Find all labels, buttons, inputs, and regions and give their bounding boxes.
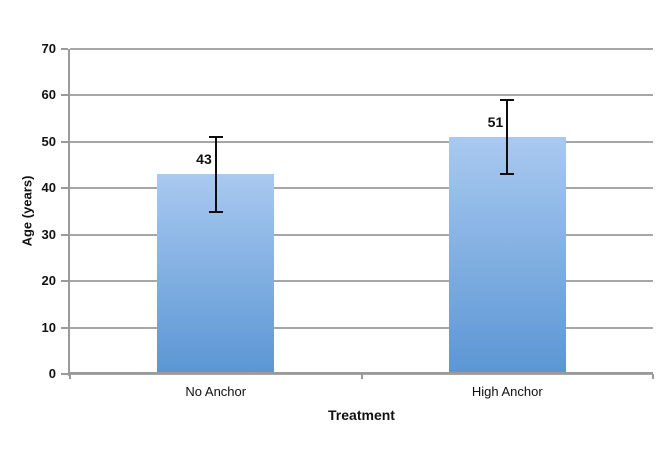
y-tick-label: 70 [41,41,56,56]
gridline [70,326,653,329]
x-axis-title: Treatment [328,407,395,423]
gridline [70,48,653,50]
error-bar-bottom-cap [500,173,515,176]
y-tick-label: 20 [41,273,56,289]
gridline [70,233,653,236]
gridline [70,187,653,190]
x-category-label: No Anchor [185,384,247,399]
gridline [70,94,653,97]
y-axis-tick [61,280,68,283]
y-tick-label: 30 [41,226,56,242]
bar-value-label: 51 [487,114,504,131]
error-bar-line [506,100,509,175]
y-tick-label: 10 [41,319,56,335]
y-tick-label: 40 [41,180,56,196]
bar-value-label: 43 [196,151,212,168]
y-axis-tick [61,94,68,97]
y-tick-label: 0 [48,366,56,381]
y-tick-label: 60 [41,87,56,103]
x-axis-tick [69,374,71,379]
x-axis-line [68,372,653,374]
y-axis-line [68,49,70,376]
plot-area: 43 51 [61,48,654,379]
bar-high-anchor [448,137,566,374]
y-axis-tick [61,48,68,50]
y-tick-label: 50 [41,133,56,149]
gridline [70,280,653,283]
y-axis-tick [61,373,68,375]
error-bar-bottom-cap [208,210,223,213]
y-axis-tick [61,326,68,329]
error-bar-line [214,137,217,212]
gridline [70,140,653,143]
x-category-label: High Anchor [471,384,543,399]
y-axis-tick [61,233,68,236]
y-axis-tick [61,187,68,190]
error-bar-top-cap [208,136,223,139]
x-axis-tick [360,374,363,379]
error-bar-top-cap [500,99,515,102]
x-axis-tick [652,374,654,379]
y-axis-tick [61,140,68,143]
